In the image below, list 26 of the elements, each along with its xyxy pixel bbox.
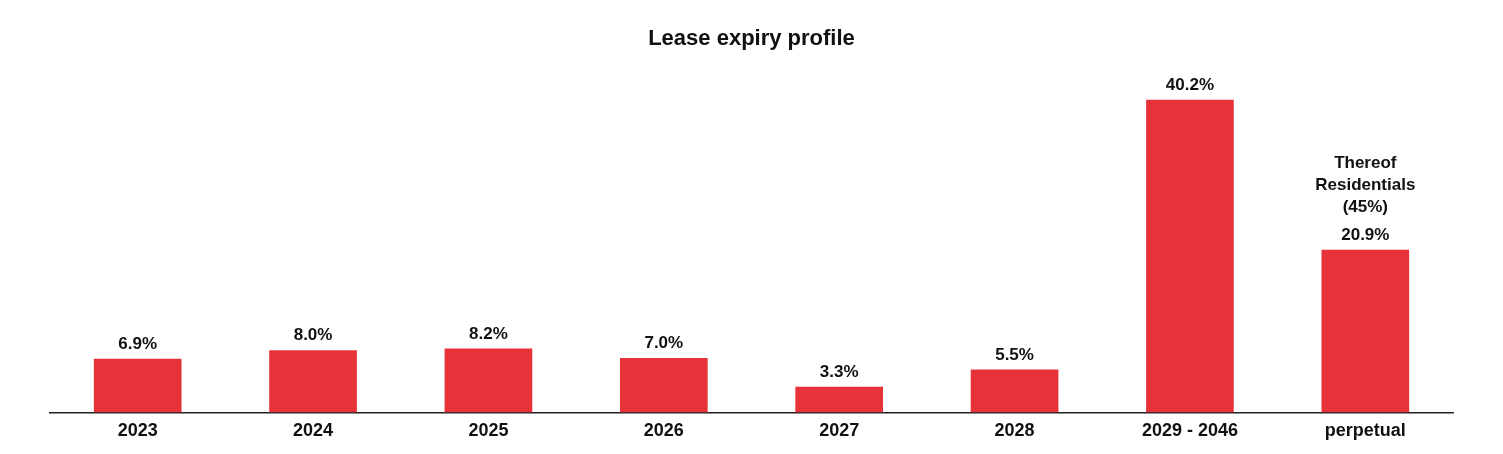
x-tick-label: perpetual — [1324, 420, 1406, 441]
bar — [970, 369, 1059, 413]
bar — [1321, 249, 1410, 413]
x-tick-label: 2024 — [293, 420, 334, 441]
bar — [444, 348, 533, 413]
bar — [269, 350, 357, 413]
bar — [619, 357, 708, 413]
data-label: 40.2% — [1165, 74, 1215, 94]
bar — [1146, 99, 1234, 413]
data-label: 6.9% — [118, 333, 158, 353]
chart-title: Lease expiry profile — [648, 25, 855, 51]
data-label: 7.0% — [644, 333, 684, 353]
data-label: 8.2% — [469, 323, 508, 343]
data-label: 5.5% — [995, 344, 1034, 364]
x-tick-label: 2029 - 2046 — [1141, 420, 1238, 441]
data-label: 20.9% — [1341, 225, 1390, 245]
x-tick-label: 2028 — [994, 420, 1035, 441]
annotation: Thereof Residentials (45%) — [1315, 153, 1416, 217]
x-tick-label: 2023 — [117, 420, 158, 441]
bar — [93, 358, 182, 413]
x-tick-label: 2027 — [819, 420, 860, 441]
data-label: 8.0% — [293, 325, 333, 345]
x-tick-label: 2026 — [643, 420, 684, 441]
data-label: 3.3% — [819, 361, 859, 381]
x-tick-label: 2025 — [468, 420, 509, 441]
bar — [795, 386, 884, 413]
